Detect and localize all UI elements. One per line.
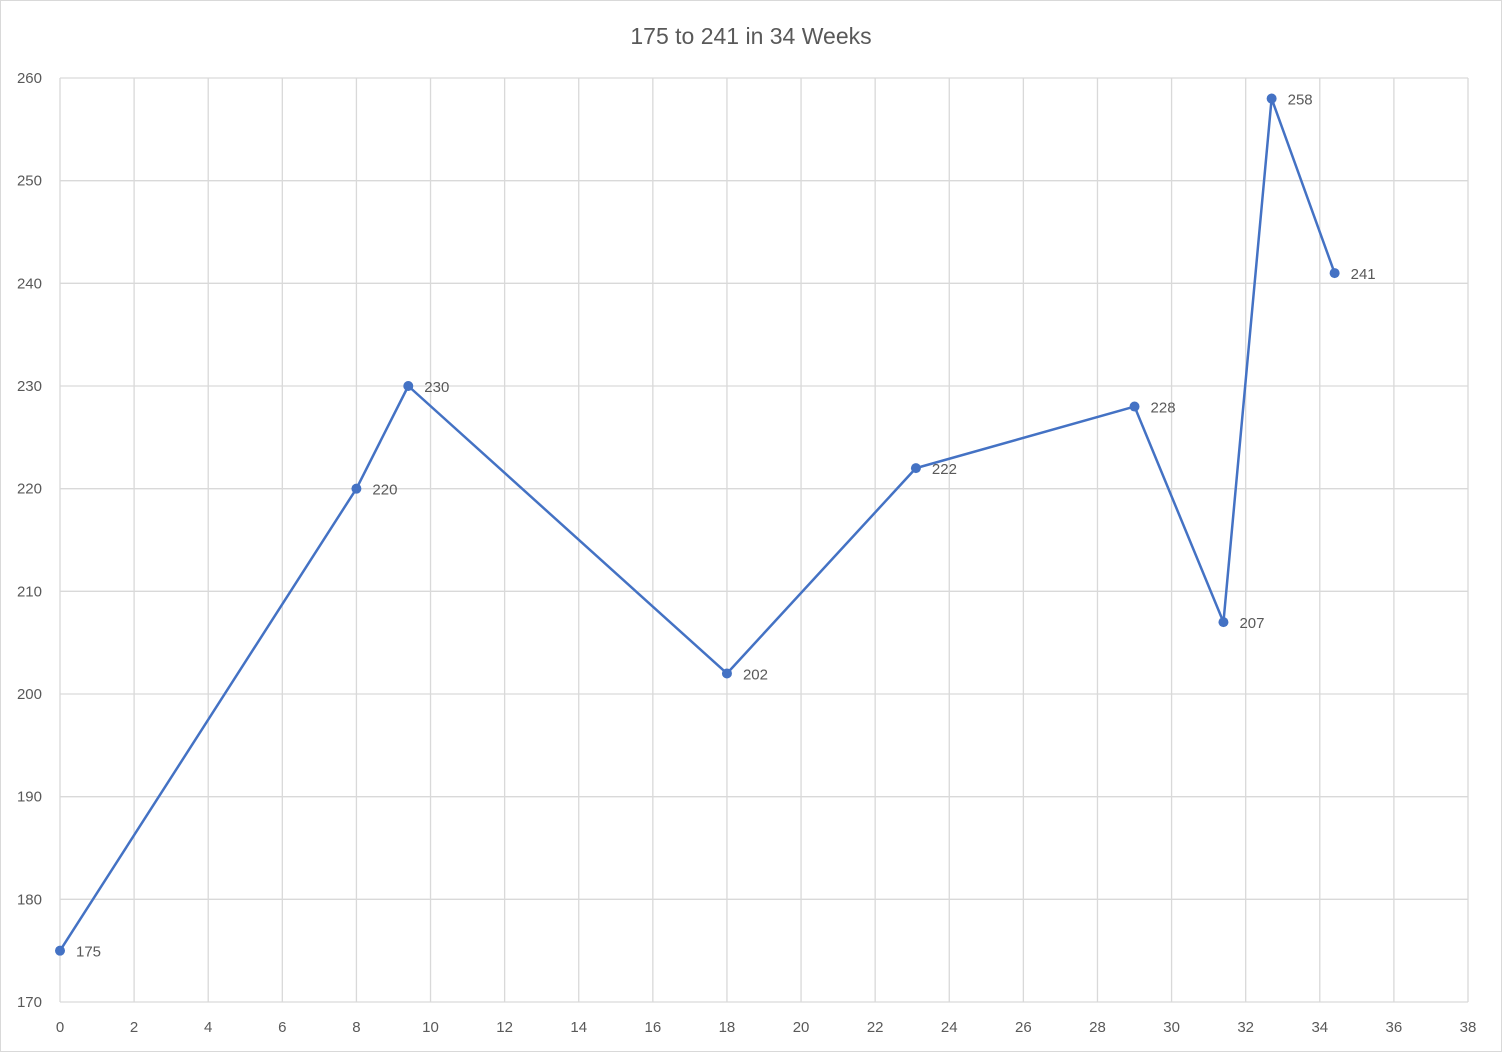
x-tick-label: 16 (644, 1019, 661, 1036)
x-tick-label: 32 (1237, 1019, 1254, 1036)
y-tick-label: 180 (17, 891, 42, 908)
data-label: 222 (932, 461, 957, 478)
x-tick-label: 26 (1015, 1019, 1032, 1036)
gridlines (59, 77, 1469, 1003)
data-label: 228 (1151, 400, 1176, 417)
y-tick-label: 200 (17, 686, 42, 703)
data-label: 175 (76, 944, 101, 961)
x-tick-label: 36 (1386, 1019, 1403, 1036)
series: 175 220 230 202 222 228 207 258 241 (55, 92, 1376, 961)
data-point (1266, 93, 1277, 104)
x-tick-label: 2 (130, 1019, 138, 1036)
x-tick-label: 30 (1163, 1019, 1180, 1036)
x-tick-label: 10 (422, 1019, 439, 1036)
data-point (1329, 268, 1340, 279)
data-label: 230 (424, 379, 449, 396)
y-tick-label: 260 (17, 70, 42, 87)
data-point (55, 945, 65, 956)
x-tick-label: 18 (719, 1019, 736, 1036)
data-point (910, 463, 921, 474)
x-tick-label: 0 (56, 1019, 64, 1036)
x-tick-label: 8 (352, 1019, 360, 1036)
x-tick-label: 12 (496, 1019, 513, 1036)
data-point (403, 381, 414, 391)
y-tick-label: 210 (17, 583, 42, 600)
x-tick-label: 28 (1089, 1019, 1106, 1036)
chart-title: 175 to 241 in 34 Weeks (630, 23, 871, 49)
data-point (721, 668, 732, 679)
x-tick-label: 4 (204, 1019, 212, 1036)
x-tick-label: 20 (793, 1019, 810, 1036)
x-tick-label: 14 (570, 1019, 587, 1036)
data-label: 207 (1239, 615, 1264, 632)
data-point (1218, 617, 1229, 628)
data-point (351, 483, 362, 494)
x-tick-label: 24 (941, 1019, 958, 1036)
x-tick-label: 38 (1460, 1019, 1477, 1036)
x-tick-label: 6 (278, 1019, 286, 1036)
tick-labels: 0 2 4 6 8 10 12 14 16 18 20 22 24 26 28 30 32 34 36 3817018… (17, 70, 1476, 1036)
y-tick-label: 250 (17, 173, 42, 190)
data-label: 202 (743, 666, 768, 683)
data-label: 258 (1288, 92, 1313, 109)
data-label: 241 (1351, 266, 1376, 283)
y-tick-label: 170 (17, 994, 42, 1011)
y-tick-label: 240 (17, 275, 42, 292)
data-point (1129, 401, 1140, 412)
y-tick-label: 230 (17, 378, 42, 395)
x-tick-label: 34 (1311, 1019, 1328, 1036)
y-tick-label: 190 (17, 789, 42, 806)
data-label: 220 (372, 482, 397, 499)
y-tick-label: 220 (17, 481, 42, 498)
x-tick-label: 22 (867, 1019, 884, 1036)
